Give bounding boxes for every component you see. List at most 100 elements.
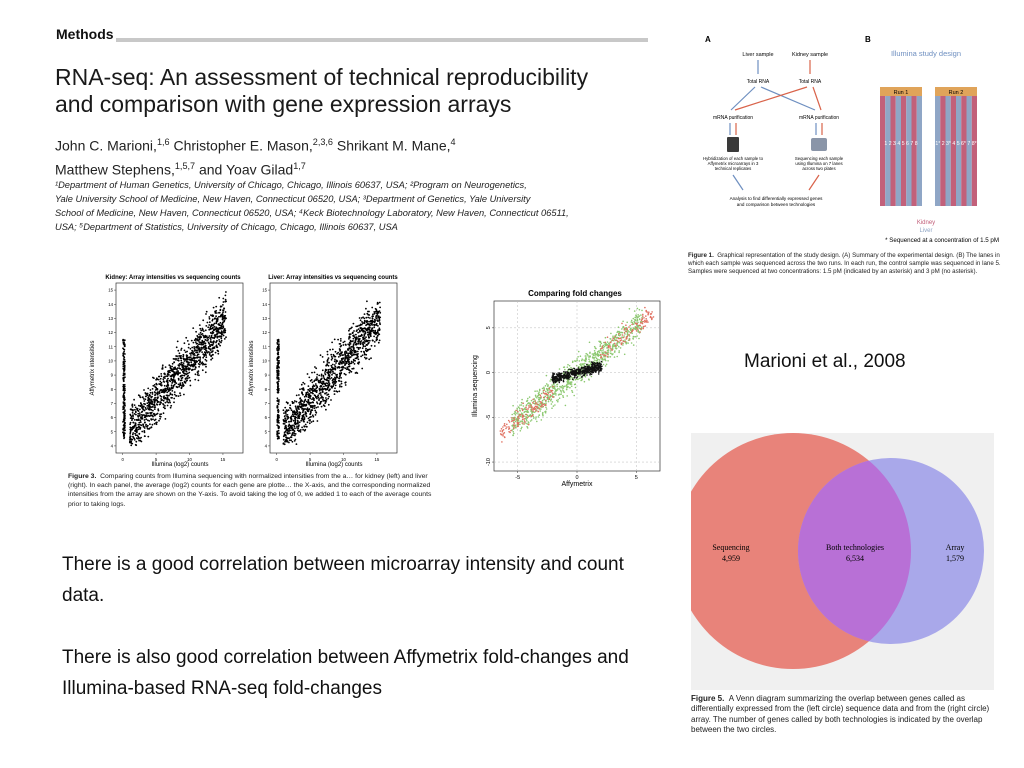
scatter-point bbox=[284, 410, 287, 413]
fold-point-black bbox=[565, 377, 568, 379]
scatter-point bbox=[358, 317, 361, 319]
fold-point-black bbox=[554, 381, 557, 384]
fold-point-green bbox=[551, 394, 554, 396]
scatter-point bbox=[286, 402, 289, 405]
fold-point-green bbox=[547, 391, 549, 394]
fold-point-red bbox=[542, 392, 545, 394]
scatter-point bbox=[157, 401, 160, 403]
scatter-point bbox=[130, 442, 133, 445]
scatter-point bbox=[326, 361, 329, 363]
scatter-point bbox=[197, 379, 200, 382]
x-tick-label: 0 bbox=[121, 457, 124, 462]
fold-point-red bbox=[519, 414, 522, 416]
scatter-point bbox=[277, 362, 280, 365]
y-tick-label: 8 bbox=[265, 387, 268, 392]
scatter-point bbox=[276, 406, 279, 408]
scatter-point bbox=[205, 360, 208, 362]
scatter-point bbox=[131, 411, 134, 414]
scatter-point bbox=[201, 369, 204, 372]
fold-point-green bbox=[519, 404, 521, 406]
fold-point-green bbox=[566, 366, 569, 368]
scatter-point bbox=[208, 342, 210, 345]
scatter-point bbox=[123, 404, 126, 406]
fold-point-green bbox=[512, 430, 514, 433]
scatter-point bbox=[348, 365, 351, 368]
scatter-point bbox=[180, 355, 182, 357]
scatter-point bbox=[224, 298, 227, 301]
scatter-point bbox=[305, 403, 308, 406]
fold-point-black bbox=[572, 378, 574, 381]
scatter-point bbox=[338, 343, 341, 345]
scatter-point bbox=[154, 400, 156, 403]
scatter-point bbox=[171, 373, 174, 376]
scatter-point bbox=[304, 411, 307, 413]
scatter-point bbox=[225, 300, 228, 303]
fold-point-green bbox=[612, 335, 614, 337]
scatter-point bbox=[317, 380, 320, 382]
fold-point-green bbox=[593, 356, 595, 359]
scatter-point bbox=[205, 365, 207, 368]
scatter-point bbox=[164, 375, 166, 378]
scatter-point bbox=[146, 427, 149, 430]
fold-point-green bbox=[549, 380, 551, 382]
scatter-point bbox=[359, 340, 361, 343]
run2-lanes bbox=[935, 96, 977, 206]
scatter-point bbox=[276, 367, 279, 369]
scatter-point bbox=[303, 408, 305, 411]
scatter-point bbox=[301, 426, 303, 429]
scatter-point bbox=[143, 389, 145, 391]
scatter-point bbox=[361, 342, 363, 344]
fold-point-green bbox=[565, 388, 568, 391]
fold-point-green bbox=[613, 338, 616, 340]
scatter-point bbox=[206, 321, 209, 324]
scatter-point bbox=[290, 409, 293, 412]
figure-3-caption-text: Comparing counts from Illumina sequencin… bbox=[68, 473, 432, 508]
scatter-point bbox=[320, 405, 323, 408]
scatter-point bbox=[160, 373, 163, 375]
scatter-point bbox=[222, 334, 225, 337]
scatter-point bbox=[216, 327, 218, 330]
fold-point-green bbox=[571, 391, 574, 393]
scatter-point bbox=[314, 383, 317, 385]
scatter-point bbox=[152, 409, 154, 412]
fold-point-red bbox=[548, 398, 551, 400]
scatter-point bbox=[166, 400, 168, 403]
scatter-point bbox=[209, 341, 212, 343]
scatter-point bbox=[284, 417, 286, 419]
scatter-point bbox=[212, 324, 215, 326]
y-tick-label: 15 bbox=[108, 288, 113, 293]
fold-point-red bbox=[652, 316, 655, 318]
scatter-point bbox=[130, 415, 133, 418]
scatter-point bbox=[155, 383, 158, 386]
fold-point-green bbox=[619, 334, 622, 336]
scatter-point bbox=[330, 370, 332, 372]
scatter-point bbox=[370, 329, 373, 332]
fold-point-green bbox=[549, 395, 552, 398]
fold-point-green bbox=[514, 420, 517, 423]
scatter-point bbox=[150, 409, 153, 411]
scatter-point bbox=[123, 350, 125, 353]
scatter-point bbox=[296, 410, 298, 413]
scatter-point bbox=[185, 370, 188, 373]
fold-point-red bbox=[617, 340, 619, 343]
fold-point-green bbox=[617, 326, 620, 328]
kidney-scatter-plot: Kidney: Array intensities vs sequencing … bbox=[90, 275, 244, 468]
scatter-point bbox=[368, 331, 371, 333]
scatter-point bbox=[183, 393, 185, 396]
fold-change-chart: Comparing fold changes -5 0 5 -10-505 Affy… bbox=[472, 289, 661, 488]
scatter-point bbox=[331, 366, 333, 369]
fold-point-green bbox=[571, 361, 574, 364]
fold-point-red bbox=[617, 337, 620, 340]
scatter-point bbox=[137, 412, 140, 415]
fold-point-red bbox=[512, 419, 515, 422]
scatter-point bbox=[306, 425, 308, 428]
fold-point-red bbox=[518, 422, 520, 424]
scatter-point bbox=[283, 431, 286, 434]
fold-point-green bbox=[624, 339, 626, 341]
scatter-point bbox=[155, 403, 158, 405]
scatter-point bbox=[168, 400, 171, 402]
scatter-point bbox=[208, 317, 211, 320]
fold-point-green bbox=[540, 392, 543, 395]
scatter-point bbox=[199, 356, 202, 359]
